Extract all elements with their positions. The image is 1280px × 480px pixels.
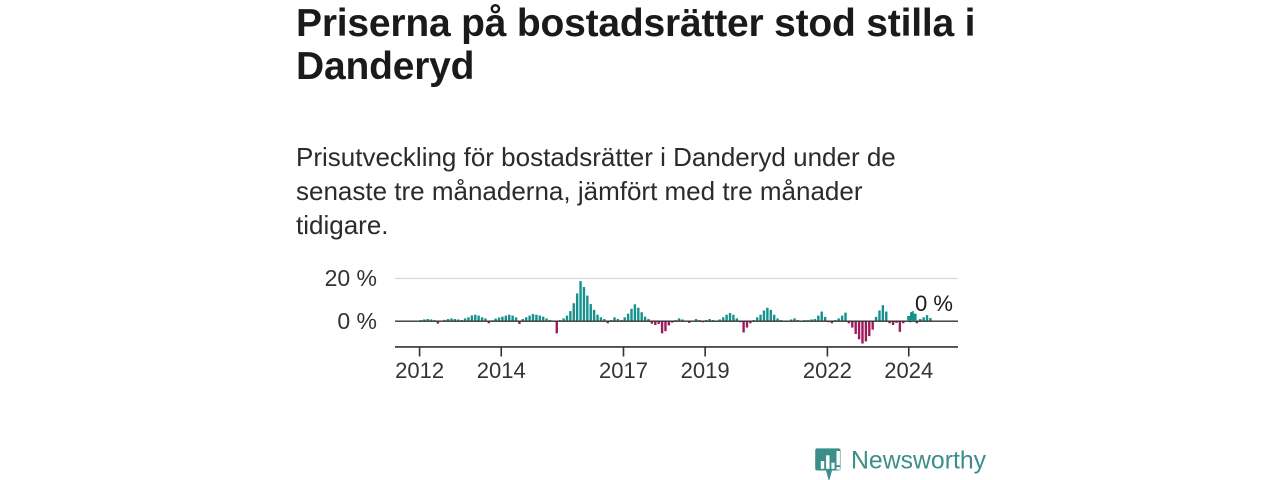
svg-text:Newsworthy: Newsworthy — [851, 448, 987, 475]
